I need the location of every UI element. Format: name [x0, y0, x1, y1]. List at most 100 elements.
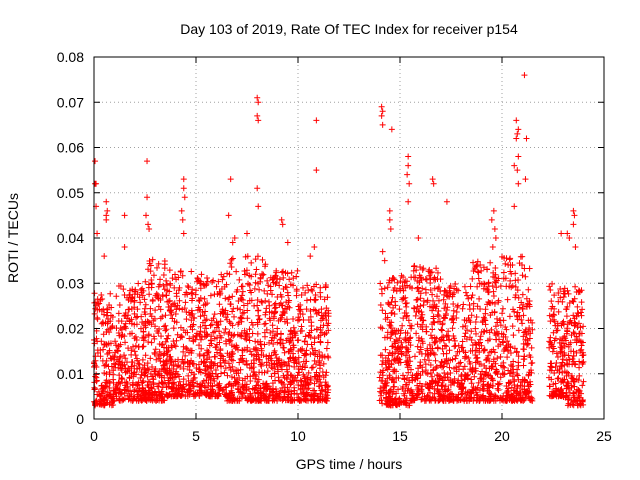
data-point [519, 253, 526, 260]
data-point [468, 390, 475, 397]
data-point [163, 292, 170, 299]
data-point [151, 351, 158, 358]
data-point [438, 359, 445, 366]
data-point [269, 334, 276, 341]
data-point [449, 325, 456, 332]
data-point [119, 331, 126, 338]
data-point [205, 371, 212, 378]
data-point [154, 264, 161, 271]
data-point [133, 314, 140, 321]
data-point [579, 349, 586, 356]
data-point [307, 296, 314, 303]
data-point [267, 386, 274, 393]
data-point [287, 379, 294, 386]
data-point [580, 323, 587, 330]
data-point [551, 292, 558, 299]
data-point [204, 364, 211, 371]
data-point [162, 327, 169, 334]
data-point [514, 396, 521, 403]
data-point [261, 393, 268, 400]
data-point [521, 396, 528, 403]
data-point [515, 353, 522, 360]
data-point [507, 268, 514, 275]
data-point [290, 275, 297, 282]
data-point [156, 325, 163, 332]
data-point [502, 260, 509, 267]
data-point [527, 381, 534, 388]
data-point [234, 367, 241, 374]
data-point [144, 360, 151, 367]
data-point [241, 327, 248, 334]
data-point [222, 326, 229, 333]
data-point [512, 283, 519, 290]
data-point [180, 185, 187, 192]
data-point [139, 292, 146, 299]
data-point [529, 319, 536, 326]
data-point [454, 348, 461, 355]
data-point [273, 267, 280, 274]
data-point [181, 194, 188, 201]
data-point [437, 373, 444, 380]
data-point [172, 343, 179, 350]
data-point [313, 361, 320, 368]
data-point [489, 382, 496, 389]
data-point [526, 352, 533, 359]
data-point [318, 387, 325, 394]
data-point [409, 377, 416, 384]
data-point [482, 310, 489, 317]
data-point [422, 395, 429, 402]
data-point [450, 301, 457, 308]
data-point [313, 310, 320, 317]
data-point [442, 300, 449, 307]
data-point [576, 387, 583, 394]
data-point [237, 355, 244, 362]
data-point [433, 363, 440, 370]
data-point [161, 257, 168, 264]
data-point [396, 335, 403, 342]
data-point [198, 387, 205, 394]
data-point [109, 324, 116, 331]
data-point [168, 385, 175, 392]
data-point [325, 354, 332, 361]
data-point [214, 392, 221, 399]
data-point [414, 391, 421, 398]
data-point [300, 391, 307, 398]
data-point [493, 369, 500, 376]
data-point [103, 198, 110, 205]
data-point [253, 266, 260, 273]
data-point [377, 388, 384, 395]
data-point [575, 320, 582, 327]
data-point [225, 360, 232, 367]
data-point [510, 306, 517, 313]
data-point [179, 334, 186, 341]
data-point [255, 307, 262, 314]
data-point [393, 368, 400, 375]
data-point [546, 344, 553, 351]
data-point [255, 312, 262, 319]
data-point [439, 364, 446, 371]
data-point [388, 395, 395, 402]
data-point [478, 267, 485, 274]
data-point [173, 290, 180, 297]
data-point [470, 305, 477, 312]
data-point [511, 378, 518, 385]
data-point [241, 390, 248, 397]
data-point [472, 319, 479, 326]
data-point [110, 376, 117, 383]
data-point [254, 185, 261, 192]
data-point [278, 216, 285, 223]
data-point [197, 323, 204, 330]
x-axis-label: GPS time / hours [296, 456, 403, 472]
data-point [566, 235, 573, 241]
data-point [272, 273, 279, 280]
data-point [559, 345, 566, 352]
data-point [480, 314, 487, 321]
data-point [179, 385, 186, 392]
data-point [284, 320, 291, 327]
data-point [175, 382, 182, 389]
data-point [257, 385, 264, 392]
data-point [234, 305, 241, 312]
data-point [476, 339, 483, 346]
data-point [222, 358, 229, 365]
data-point [442, 388, 449, 395]
